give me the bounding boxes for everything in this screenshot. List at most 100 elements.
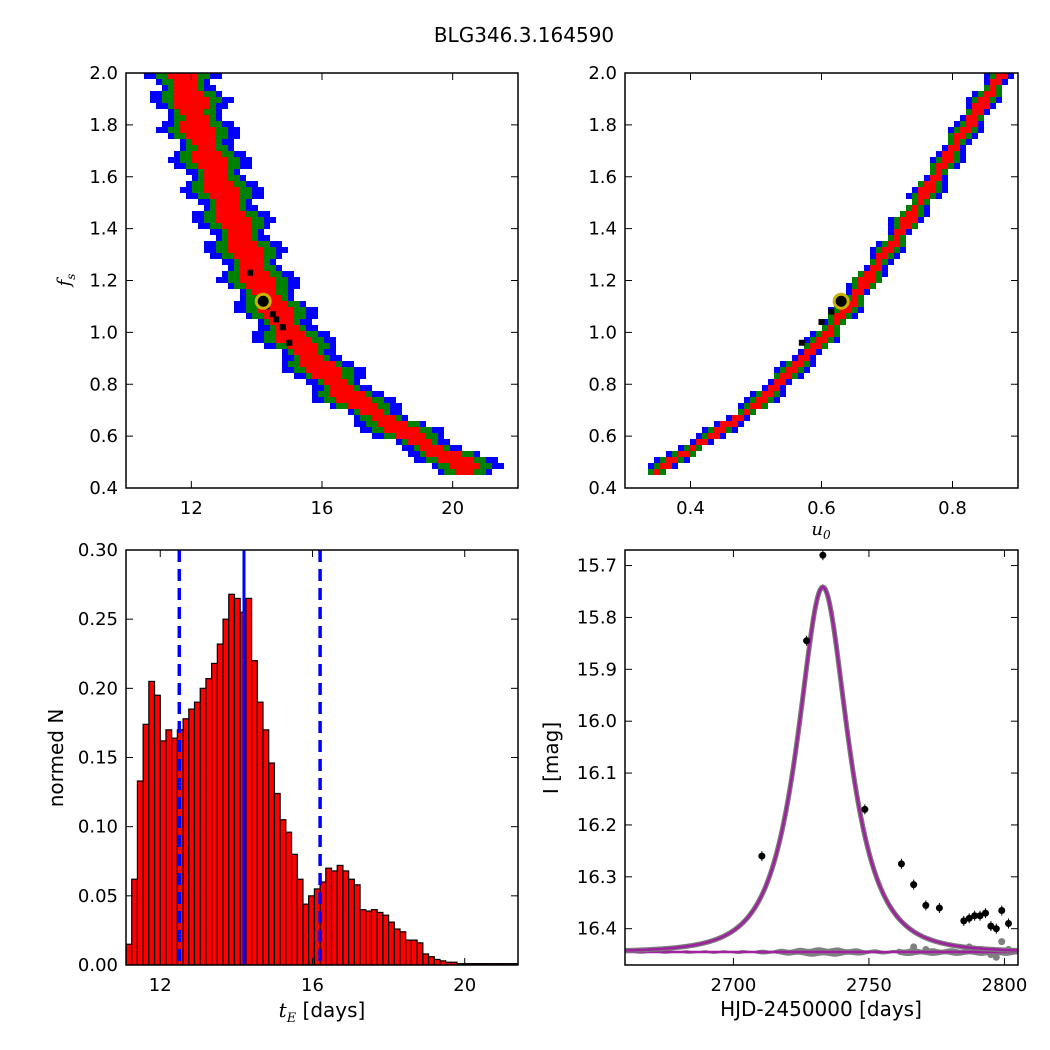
p1-sample-point [247, 269, 254, 276]
histogram-bar [211, 662, 218, 965]
p1-xtick-label: 12 [180, 498, 203, 519]
p1-confidence-band-inner [174, 85, 198, 91]
p2-plot-area [648, 73, 1014, 475]
p2-confidence-band-inner [834, 313, 846, 319]
p2-sample-point [798, 339, 805, 346]
p2-confidence-band-inner [966, 115, 978, 121]
p2-confidence-band-inner [804, 349, 816, 355]
p2-confidence-band-inner [936, 163, 948, 169]
histogram-bar [153, 694, 161, 965]
p2-confidence-band-inner [834, 319, 840, 325]
p2-confidence-band-inner [792, 361, 804, 367]
p1-confidence-band-inner [192, 139, 216, 145]
p2-confidence-band-inner [978, 97, 990, 103]
p4-ytick-label: 16.1 [577, 763, 617, 784]
p2-ytick-label: 1.0 [588, 322, 617, 343]
histogram-bar [342, 870, 350, 965]
histogram-bar [205, 678, 213, 965]
observation-point [819, 551, 827, 559]
p1-confidence-band-inner [276, 325, 300, 331]
histogram-bar [422, 953, 430, 965]
p1-confidence-band-inner [378, 421, 408, 427]
observation-point [803, 637, 811, 645]
p1-confidence-band-inner [228, 235, 252, 241]
p1-confidence-band-inner [372, 415, 396, 421]
histogram-bar [359, 909, 367, 965]
p1-sample-point [286, 339, 293, 346]
p2-confidence-band-inner [942, 151, 954, 157]
p2-confidence-band-inner [780, 373, 792, 379]
p1-confidence-band-inner [228, 229, 252, 235]
p4-ytick-label: 15.9 [577, 659, 617, 680]
histogram-bar [427, 956, 435, 965]
p2-confidence-band-inner [918, 187, 936, 193]
p4-axes: 2700 2750 2800 15.7 15.8 15.9 16.0 16.1 16.2 16.3… [577, 550, 1027, 996]
p2-confidence-band-inner [744, 409, 750, 415]
residual-point [998, 938, 1006, 946]
histogram-bar [171, 737, 178, 965]
histogram-bar [262, 729, 270, 965]
p4-ytick-label: 15.8 [577, 607, 617, 628]
p1-confidence-band-inner [192, 157, 228, 163]
observation-point [910, 881, 918, 889]
p2-confidence-band-inner [954, 139, 960, 145]
p1-confidence-band-inner [174, 103, 210, 109]
p1-confidence-band-inner [168, 73, 198, 79]
observation-point [861, 805, 869, 813]
p1-confidence-band-inner [234, 253, 264, 259]
p1-confidence-band-inner [204, 187, 240, 193]
p4-xtick-label: 2750 [846, 975, 892, 996]
p1-confidence-band-inner [438, 457, 474, 463]
p4-ytick-label: 16.3 [577, 867, 617, 888]
p2-axes: 0.4 0.6 0.8 0.4 0.6 0.8 1.0 1.2 1.4 1.6 1.8 2.0 [588, 63, 1018, 519]
p2-confidence-band-inner [852, 295, 858, 301]
panel-fs-vs-te: 12 16 20 0.4 0.6 0.8 1.0 1.2 1.4 1.6 1.8 2.0 fs [54, 63, 519, 519]
p1-confidence-band-inner [174, 79, 198, 85]
p2-confidence-band-inner [768, 385, 780, 391]
p1-confidence-band-inner [270, 319, 294, 325]
p2-confidence-band-inner [660, 463, 672, 469]
p2-confidence-band-inner [918, 193, 930, 199]
p2-confidence-band-inner [918, 199, 924, 205]
p1-best-fit-marker [254, 292, 272, 310]
histogram-bar [285, 831, 293, 965]
p2-confidence-band-inner [882, 247, 894, 253]
p1-confidence-band-inner [174, 97, 210, 103]
p2-confidence-band-inner [720, 421, 738, 427]
observation-point [976, 912, 984, 920]
p2-confidence-band-inner [816, 337, 828, 343]
p2-ytick-label: 1.4 [588, 219, 617, 240]
p3-xtick-label: 12 [149, 975, 172, 996]
p4-ytick-label: 16.2 [577, 815, 617, 836]
p2-confidence-band-inner [990, 79, 1002, 85]
histogram-bar [393, 928, 401, 965]
p3-ytick-label: 0.20 [78, 678, 118, 699]
p2-confidence-band-inner [840, 307, 852, 313]
p2-confidence-band-inner [966, 121, 978, 127]
residual-point [910, 943, 918, 951]
p2-confidence-band-inner [666, 457, 678, 463]
histogram-bar [382, 914, 390, 965]
p1-confidence-band-inner [426, 451, 462, 457]
observation-point [965, 914, 973, 922]
p3-xlabel: tE [days] [279, 998, 366, 1026]
p1-plot-area [144, 73, 504, 475]
p2-confidence-band-inner [858, 277, 876, 283]
p2-ytick-label: 0.8 [588, 374, 617, 395]
p2-ytick-label: 1.6 [588, 167, 617, 188]
observation-point [1005, 920, 1013, 927]
observation-point [935, 904, 943, 912]
p1-confidence-band-inner [450, 463, 480, 469]
p2-confidence-band-inner [798, 355, 810, 361]
observation-point [998, 907, 1006, 915]
histogram-bar [370, 909, 378, 965]
p2-confidence-band-inner [894, 235, 900, 241]
histogram-bar [433, 958, 441, 965]
p1-confidence-band-inner [186, 133, 216, 139]
p2-sample-point [818, 319, 825, 325]
p1-ylabel: fs [54, 274, 78, 289]
p2-confidence-band-inner [954, 133, 966, 139]
p2-confidence-band-inner [852, 289, 864, 295]
p2-confidence-band-inner [972, 103, 990, 109]
